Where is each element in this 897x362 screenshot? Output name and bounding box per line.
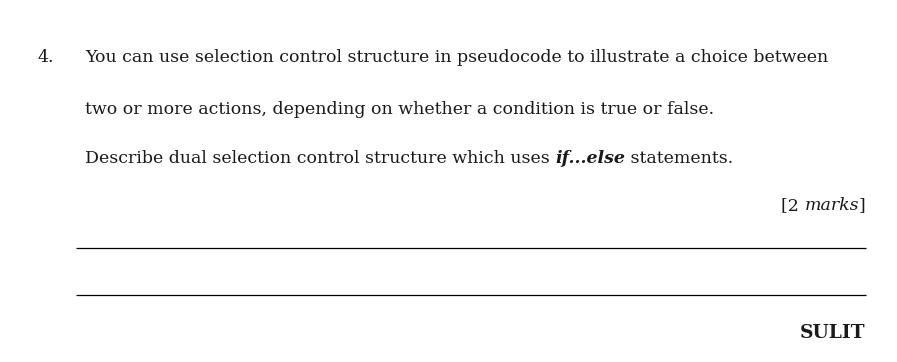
Text: two or more actions, depending on whether a condition is true or false.: two or more actions, depending on whethe… xyxy=(85,101,714,118)
Text: 4.: 4. xyxy=(38,49,54,66)
Text: [2: [2 xyxy=(781,197,805,214)
Text: marks: marks xyxy=(805,197,858,214)
Text: You can use selection control structure in pseudocode to illustrate a choice bet: You can use selection control structure … xyxy=(85,49,829,66)
Text: ]: ] xyxy=(858,197,866,214)
Text: if...else: if...else xyxy=(555,150,625,167)
Text: statements.: statements. xyxy=(625,150,734,167)
Text: Describe dual selection control structure which uses: Describe dual selection control structur… xyxy=(85,150,555,167)
Text: SULIT: SULIT xyxy=(800,324,866,342)
